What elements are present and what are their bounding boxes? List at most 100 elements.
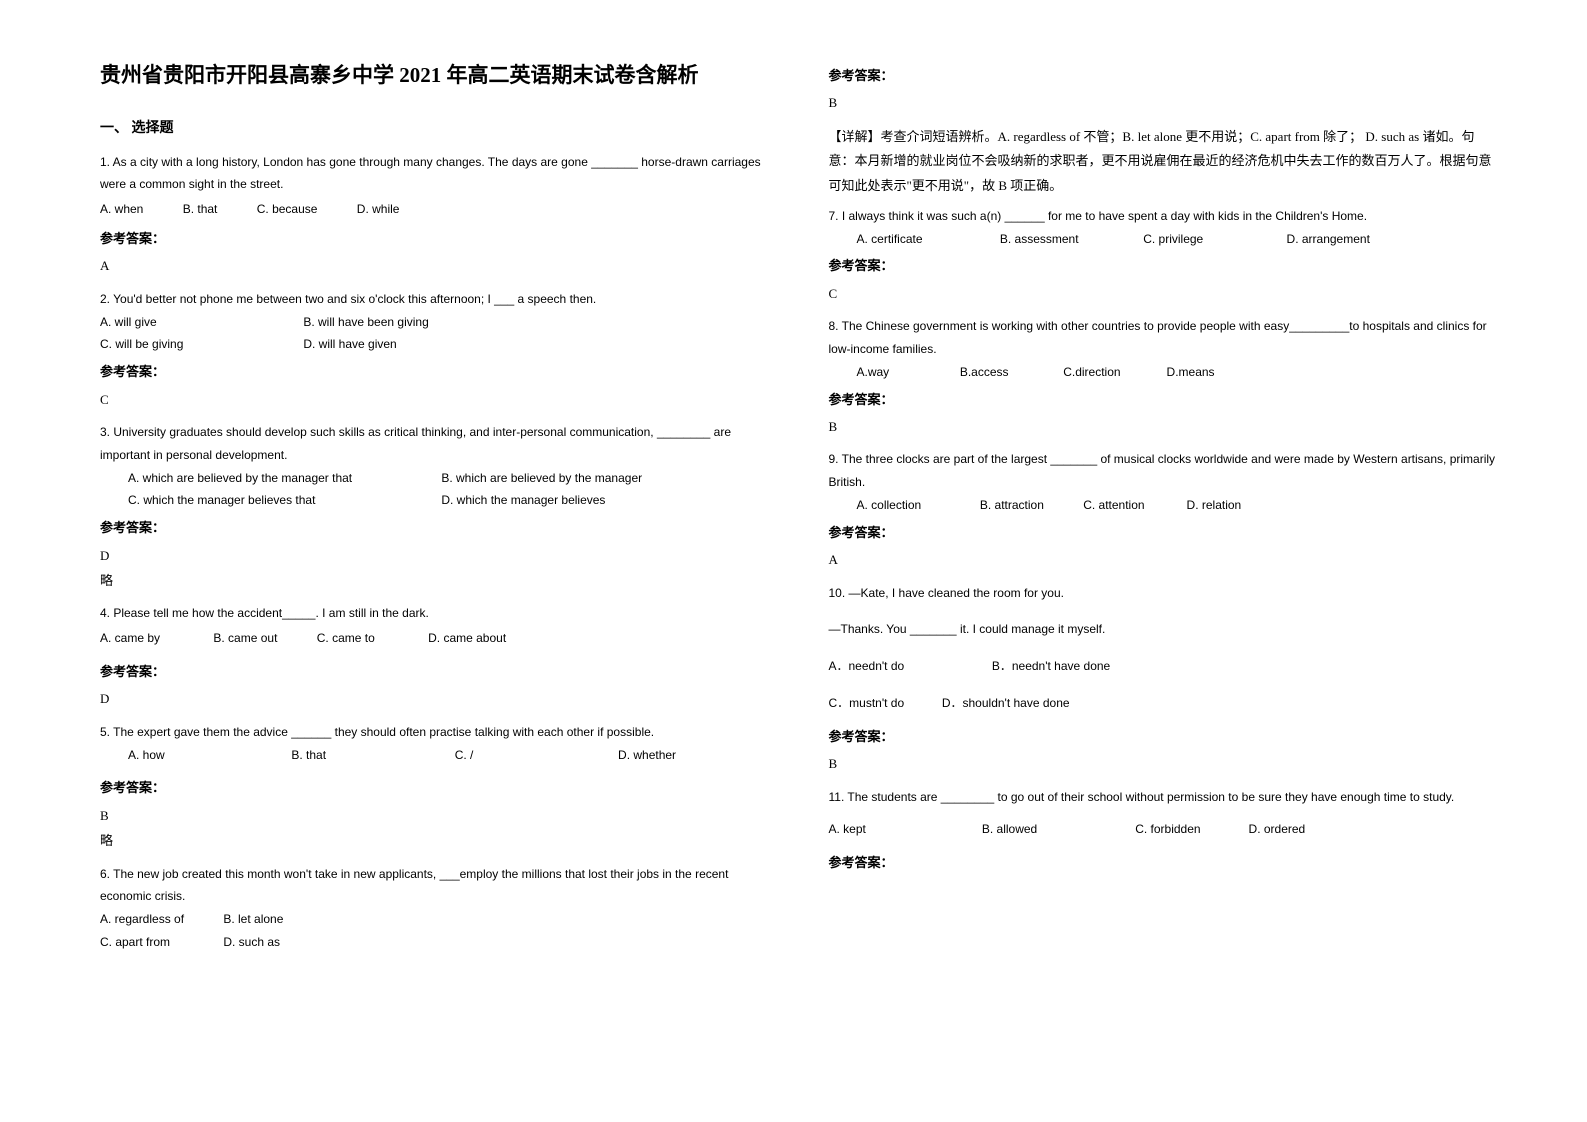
q8-opt-b: B.access: [960, 361, 1060, 384]
q9-opt-d: D. relation: [1187, 498, 1242, 512]
q2-opt-a: A. will give: [100, 311, 300, 334]
q11-opt-b: B. allowed: [982, 818, 1132, 841]
q10-opt-b: B．needn't have done: [992, 659, 1110, 673]
q11-opt-d: D. ordered: [1249, 822, 1306, 836]
q9-opt-b: B. attraction: [980, 494, 1080, 517]
right-column: 参考答案： B 【详解】考查介词短语辨析。A. regardless of 不管…: [799, 60, 1498, 1082]
q6-opt-d: D. such as: [223, 935, 280, 949]
q8-options: A.way B.access C.direction D.means: [857, 361, 1498, 384]
q11-options: A. kept B. allowed C. forbidden D. order…: [829, 818, 1498, 841]
q8-answer-label: 参考答案：: [829, 388, 1498, 411]
q9-answer: A: [829, 548, 1498, 571]
question-2: 2. You'd better not phone me between two…: [100, 288, 769, 356]
q5-omit: 略: [100, 829, 769, 852]
q1-answer-label: 参考答案：: [100, 227, 769, 250]
q5-opt-b: B. that: [291, 744, 451, 767]
q4-opt-c: C. came to: [317, 627, 375, 650]
q11-opt-a: A. kept: [829, 818, 979, 841]
q2-row2: C. will be giving D. will have given: [100, 333, 769, 356]
question-11: 11. The students are ________ to go out …: [829, 786, 1498, 842]
q7-text: 7. I always think it was such a(n) _____…: [829, 205, 1498, 228]
q4-text: 4. Please tell me how the accident_____.…: [100, 602, 769, 625]
q11-text: 11. The students are ________ to go out …: [829, 786, 1498, 809]
section-heading: 一、 选择题: [100, 116, 769, 141]
q9-opt-c: C. attention: [1083, 494, 1183, 517]
q3-opt-c: C. which the manager believes that: [128, 489, 438, 512]
q7-opt-c: C. privilege: [1143, 228, 1283, 251]
q10-line2: —Thanks. You _______ it. I could manage …: [829, 618, 1498, 641]
q3-answer: D: [100, 544, 769, 567]
q2-opt-b: B. will have been giving: [303, 315, 428, 329]
q3-answer-label: 参考答案：: [100, 516, 769, 539]
q9-options: A. collection B. attraction C. attention…: [857, 494, 1498, 517]
q5-answer: B: [100, 804, 769, 827]
q8-opt-c: C.direction: [1063, 361, 1163, 384]
question-8: 8. The Chinese government is working wit…: [829, 315, 1498, 383]
left-column: 贵州省贵阳市开阳县高寨乡中学 2021 年高二英语期末试卷含解析 一、 选择题 …: [100, 60, 799, 1082]
question-10: 10. —Kate, I have cleaned the room for y…: [829, 582, 1498, 715]
q1-opt-a: A. when: [100, 198, 143, 221]
q3-opt-d: D. which the manager believes: [441, 493, 605, 507]
q9-opt-a: A. collection: [857, 494, 977, 517]
q11-opt-c: C. forbidden: [1135, 818, 1245, 841]
q5-text: 5. The expert gave them the advice _____…: [100, 721, 769, 744]
question-7: 7. I always think it was such a(n) _____…: [829, 205, 1498, 251]
question-6: 6. The new job created this month won't …: [100, 863, 769, 954]
q7-opt-d: D. arrangement: [1287, 232, 1370, 246]
q10-opt-c: C．mustn't do: [829, 692, 939, 715]
q3-opt-b: B. which are believed by the manager: [441, 471, 642, 485]
q6-text: 6. The new job created this month won't …: [100, 863, 769, 909]
q3-omit: 略: [100, 569, 769, 592]
q10-row2: C．mustn't do D．shouldn't have done: [829, 692, 1498, 715]
q7-answer: C: [829, 282, 1498, 305]
document-title: 贵州省贵阳市开阳县高寨乡中学 2021 年高二英语期末试卷含解析: [100, 60, 769, 92]
q10-answer: B: [829, 752, 1498, 775]
q7-answer-label: 参考答案：: [829, 254, 1498, 277]
q10-row1: A．needn't do B．needn't have done: [829, 655, 1498, 678]
q2-row1: A. will give B. will have been giving: [100, 311, 769, 334]
q7-opt-b: B. assessment: [1000, 228, 1140, 251]
q5-opt-d: D. whether: [618, 748, 676, 762]
q2-opt-c: C. will be giving: [100, 333, 300, 356]
question-5: 5. The expert gave them the advice _____…: [100, 721, 769, 767]
question-4: 4. Please tell me how the accident_____.…: [100, 602, 769, 650]
q10-opt-d: D．shouldn't have done: [942, 696, 1070, 710]
q4-opt-a: A. came by: [100, 627, 160, 650]
q4-answer-label: 参考答案：: [100, 660, 769, 683]
question-1: 1. As a city with a long history, London…: [100, 151, 769, 221]
q6-answer-label: 参考答案：: [829, 64, 1498, 87]
q8-answer: B: [829, 415, 1498, 438]
q10-answer-label: 参考答案：: [829, 725, 1498, 748]
q3-text: 3. University graduates should develop s…: [100, 421, 769, 467]
q11-answer-label: 参考答案：: [829, 851, 1498, 874]
q8-opt-a: A.way: [857, 361, 957, 384]
q7-opt-a: A. certificate: [857, 228, 997, 251]
q6-row2: C. apart from D. such as: [100, 931, 769, 954]
q1-text: 1. As a city with a long history, London…: [100, 151, 769, 197]
q4-opt-b: B. came out: [213, 627, 277, 650]
q6-opt-c: C. apart from: [100, 931, 220, 954]
q6-explain: 【详解】考查介词短语辨析。A. regardless of 不管；B. let …: [829, 125, 1498, 199]
q1-opt-c: C. because: [257, 198, 318, 221]
q9-text: 9. The three clocks are part of the larg…: [829, 448, 1498, 494]
q4-options: A. came by B. came out C. came to D. cam…: [100, 627, 769, 650]
q6-opt-a: A. regardless of: [100, 908, 220, 931]
q2-answer: C: [100, 388, 769, 411]
q5-opt-c: C. /: [455, 744, 615, 767]
q5-options: A. how B. that C. / D. whether: [128, 744, 769, 767]
q6-row1: A. regardless of B. let alone: [100, 908, 769, 931]
q8-opt-d: D.means: [1167, 365, 1215, 379]
q6-answer: B: [829, 91, 1498, 114]
q1-opt-b: B. that: [183, 198, 218, 221]
q3-row1: A. which are believed by the manager tha…: [128, 467, 769, 490]
q10-opt-a: A．needn't do: [829, 655, 989, 678]
q1-answer: A: [100, 254, 769, 277]
q2-opt-d: D. will have given: [303, 337, 396, 351]
q3-row2: C. which the manager believes that D. wh…: [128, 489, 769, 512]
q6-opt-b: B. let alone: [223, 912, 283, 926]
q4-opt-d: D. came about: [428, 627, 506, 650]
q10-line1: 10. —Kate, I have cleaned the room for y…: [829, 582, 1498, 605]
question-9: 9. The three clocks are part of the larg…: [829, 448, 1498, 516]
q1-options: A. when B. that C. because D. while: [100, 198, 769, 221]
q3-opt-a: A. which are believed by the manager tha…: [128, 467, 438, 490]
